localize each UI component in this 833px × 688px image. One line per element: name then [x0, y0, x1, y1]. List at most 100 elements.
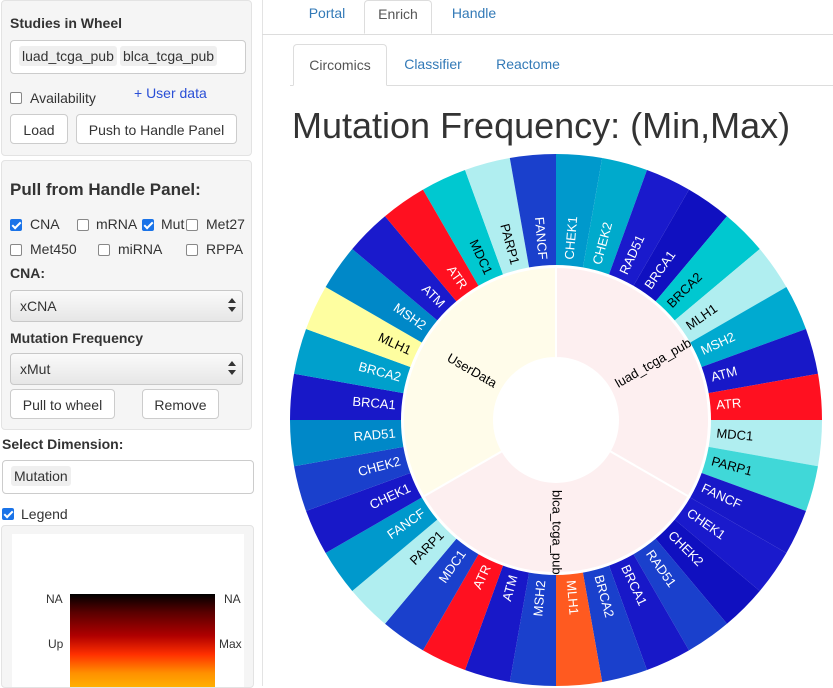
wheel-segment[interactable] — [306, 287, 422, 367]
study-chip[interactable]: blca_tcga_pub — [120, 46, 218, 66]
legend-gradient — [70, 594, 215, 687]
wheel-segment[interactable] — [674, 249, 787, 343]
tab-handle[interactable]: Handle — [451, 5, 497, 21]
met450-checkbox[interactable] — [10, 244, 22, 256]
tab-portal[interactable]: Portal — [308, 5, 346, 21]
tab-reactome[interactable]: Reactome — [496, 56, 560, 72]
wheel-gene-label: FANCF — [532, 216, 551, 260]
wheel-segment[interactable] — [701, 446, 818, 511]
wheel-segment[interactable] — [294, 329, 411, 394]
wheel-gene-label: ATR — [716, 395, 742, 412]
wheel-group-label: blca_tcga_pub — [550, 490, 565, 575]
cna-checkbox-label: CNA — [30, 216, 60, 232]
wheel-gene-label: RAD51 — [353, 426, 396, 445]
wheel-segment[interactable] — [385, 189, 479, 302]
cna-checkbox[interactable] — [10, 219, 22, 231]
page-title: Mutation Frequency: (Min,Max) — [292, 105, 791, 146]
wheel-segment[interactable] — [556, 154, 603, 268]
select-arrows-icon — [228, 298, 236, 312]
legend-mid-left: Up — [48, 637, 64, 651]
wheel-segment[interactable] — [423, 170, 503, 286]
wheel-gene-label: ATM — [709, 363, 738, 384]
load-button[interactable]: Load — [10, 114, 68, 144]
wheel-segment[interactable] — [423, 554, 503, 670]
wheel-segment[interactable] — [609, 170, 689, 286]
wheel-segment[interactable] — [556, 572, 603, 686]
mirna-checkbox[interactable] — [98, 244, 110, 256]
wheel-gene-label: CHEK1 — [562, 216, 581, 261]
wheel-gene-label: ATM — [499, 573, 520, 602]
wheel-gene-label: MDC1 — [716, 426, 754, 444]
wheel-segment[interactable] — [690, 287, 806, 367]
dimension-chip[interactable]: Mutation — [11, 466, 71, 486]
studies-title: Studies in Wheel — [10, 15, 123, 31]
remove-button[interactable]: Remove — [142, 389, 219, 419]
legend-panel: NA NA Up Max — [1, 525, 254, 688]
tab-classifier[interactable]: Classifier — [404, 56, 462, 72]
wheel-segment[interactable] — [582, 158, 647, 275]
wheel-center — [494, 358, 618, 482]
wheel-segment[interactable] — [325, 249, 438, 343]
pull-to-wheel-button[interactable]: Pull to wheel — [10, 389, 115, 419]
wheel-segment[interactable] — [690, 473, 806, 553]
wheel-gene-label: MLH1 — [564, 580, 582, 616]
legend-checkbox-label: Legend — [21, 506, 68, 522]
wheel-segment[interactable] — [655, 519, 760, 624]
rppa-checkbox[interactable] — [186, 244, 198, 256]
push-to-handle-panel-button[interactable]: Push to Handle Panel — [76, 114, 237, 144]
wheel-segment[interactable] — [290, 420, 404, 467]
wheel-segment[interactable] — [582, 565, 647, 682]
availability-label: Availability — [30, 90, 96, 106]
wheel-segment[interactable] — [674, 497, 787, 591]
wheel-segment[interactable] — [325, 497, 438, 591]
wheel-segment[interactable] — [294, 446, 411, 511]
wheel-segment[interactable] — [708, 373, 822, 420]
cna-select-value: xCNA — [20, 298, 57, 314]
legend-top-left: NA — [46, 592, 63, 606]
mutation-frequency-select[interactable]: xMut — [10, 353, 243, 385]
met450-checkbox-label: Met450 — [30, 241, 77, 257]
main-tabs: Portal Enrich Handle — [262, 0, 833, 35]
wheel-gene-label: BRCA1 — [352, 394, 397, 413]
rppa-checkbox-label: RPPA — [206, 241, 244, 257]
sidebar-divider — [262, 0, 263, 686]
legend-mid-right: Max — [219, 637, 242, 651]
study-chip[interactable]: luad_tcga_pub — [19, 46, 117, 66]
cna-select[interactable]: xCNA — [10, 290, 243, 322]
mut-checkbox[interactable] — [142, 219, 154, 231]
wheel-segment[interactable] — [633, 538, 727, 651]
wheel-segment[interactable] — [385, 538, 479, 651]
wheel-segment[interactable] — [633, 189, 727, 302]
wheel-segment[interactable] — [609, 554, 689, 670]
tab-circomics[interactable]: Circomics — [293, 44, 387, 86]
wheel-segment[interactable] — [352, 216, 457, 321]
met27-checkbox-label: Met27 — [206, 216, 245, 232]
wheel-segment[interactable] — [352, 519, 457, 624]
mutation-frequency-label: Mutation Frequency — [10, 330, 144, 346]
mutation-frequency-select-value: xMut — [20, 361, 51, 377]
legend-canvas: NA NA Up Max — [12, 534, 244, 687]
wheel-segment[interactable] — [708, 420, 822, 467]
mut-checkbox-label: Mut — [161, 216, 185, 232]
wheel-segment[interactable] — [509, 572, 556, 686]
tab-enrich[interactable]: Enrich — [364, 0, 432, 34]
mirna-checkbox-label: miRNA — [118, 241, 163, 257]
wheel-segment[interactable] — [509, 154, 556, 268]
wheel-segment[interactable] — [701, 329, 818, 394]
wheel-gene-label: MSH2 — [530, 580, 548, 617]
wheel-segment[interactable] — [465, 158, 530, 275]
availability-checkbox[interactable] — [10, 92, 22, 104]
mrna-checkbox[interactable] — [77, 219, 89, 231]
legend-top-right: NA — [224, 592, 241, 606]
legend-checkbox[interactable] — [2, 508, 14, 520]
wheel-segment[interactable] — [290, 373, 404, 420]
wheel-segment[interactable] — [306, 473, 422, 553]
wheel-segment[interactable] — [655, 216, 760, 321]
cna-label: CNA: — [10, 265, 45, 281]
met27-checkbox[interactable] — [186, 219, 198, 231]
user-data-link[interactable]: + User data — [134, 85, 207, 101]
wheel-segment[interactable] — [465, 565, 530, 682]
select-dimension-label: Select Dimension: — [2, 436, 124, 452]
sidebar: Studies in Wheel luad_tcga_pub blca_tcga… — [0, 0, 262, 688]
